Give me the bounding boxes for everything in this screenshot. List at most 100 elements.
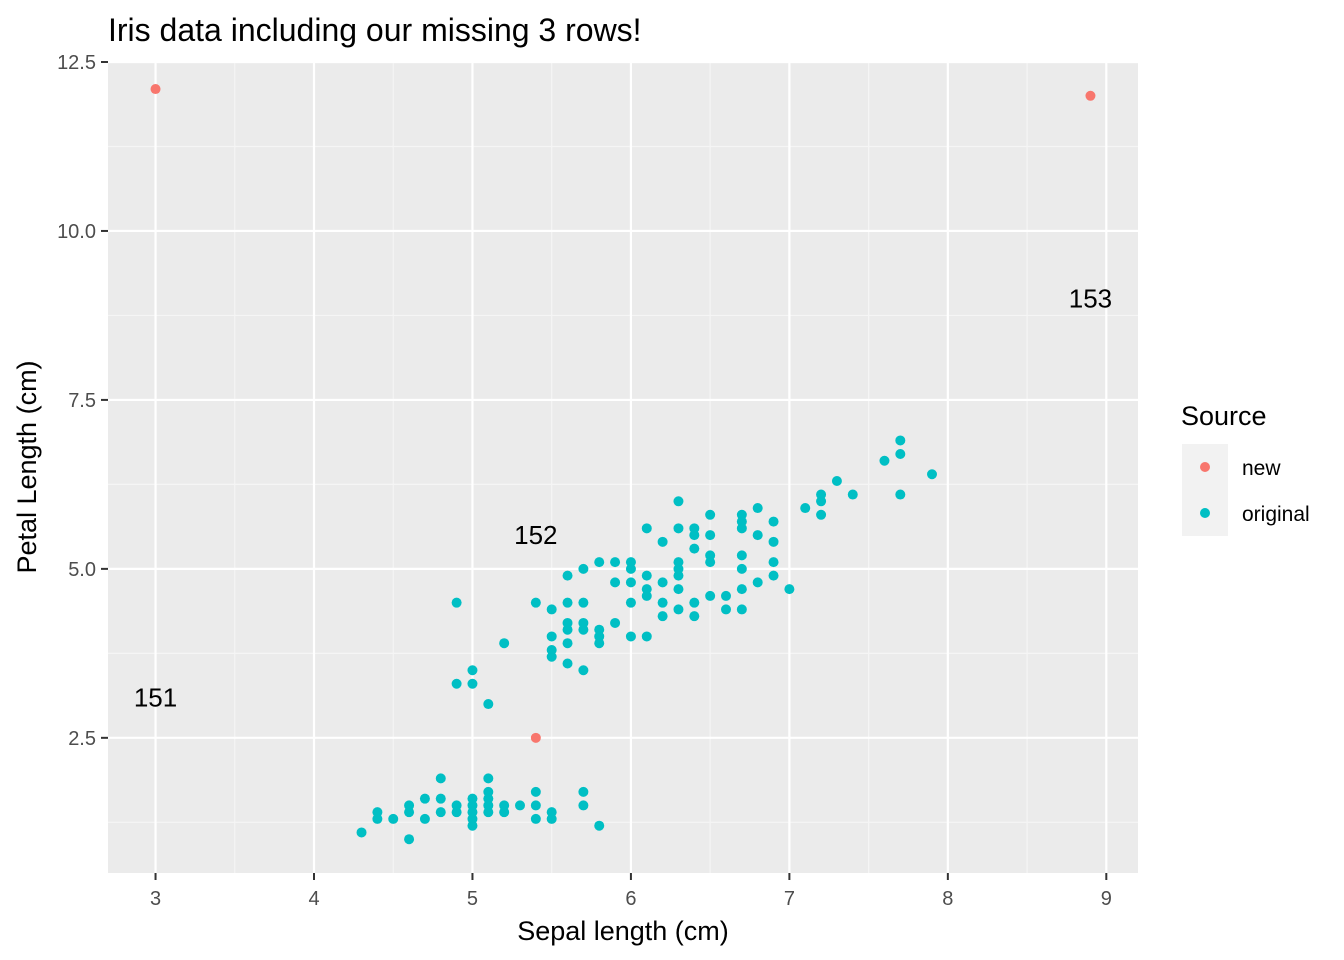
point-annotations: 151 152 153 [134, 284, 1112, 713]
data-point-original [546, 631, 557, 642]
data-point-original [578, 597, 589, 608]
data-point-original [356, 827, 367, 838]
data-point-original [768, 536, 779, 547]
data-point-original [816, 489, 827, 500]
x-tick-label: 6 [625, 888, 636, 910]
data-point-original [404, 800, 415, 811]
x-axis-title: Sepal length (cm) [517, 916, 729, 946]
data-point-original [625, 631, 636, 642]
y-axis-title: Petal Length (cm) [12, 360, 42, 573]
data-point-original [435, 807, 446, 818]
data-point-original [467, 678, 478, 689]
data-point-original [578, 563, 589, 574]
data-point-new [1085, 90, 1096, 101]
data-point-original [689, 543, 700, 554]
data-point-original [705, 509, 716, 520]
data-point-original [530, 813, 541, 824]
y-tick-label: 7.5 [68, 390, 96, 412]
data-point-original [610, 557, 621, 568]
data-point-original [388, 813, 399, 824]
data-point-original [689, 597, 700, 608]
legend-label-new: new [1242, 457, 1281, 480]
chart-title: Iris data including our missing 3 rows! [108, 12, 642, 48]
data-point-original [673, 584, 684, 595]
x-tick-label: 7 [784, 888, 795, 910]
data-point-original [467, 793, 478, 804]
data-point-original [673, 496, 684, 507]
data-point-original [562, 658, 573, 669]
y-tick-label: 12.5 [57, 52, 96, 74]
data-point-original [546, 807, 557, 818]
data-point-original [483, 773, 494, 784]
data-point-original [736, 509, 747, 520]
data-point-original [657, 597, 668, 608]
data-point-original [419, 813, 430, 824]
data-point-original [705, 590, 716, 601]
data-point-original [895, 435, 906, 446]
data-point-original [435, 773, 446, 784]
minor-gridlines [108, 62, 1138, 873]
data-point-original [705, 550, 716, 561]
data-point-original [404, 834, 415, 845]
data-point-original [578, 617, 589, 628]
y-axis-ticks: 2.5 5.0 7.5 10.0 12.5 [57, 52, 108, 750]
data-points [150, 84, 1096, 845]
data-point-original [562, 617, 573, 628]
data-point-original [816, 509, 827, 520]
x-tick-label: 9 [1101, 888, 1112, 910]
data-point-original [483, 786, 494, 797]
data-point-original [451, 597, 462, 608]
data-point-original [895, 448, 906, 459]
data-point-original [546, 604, 557, 615]
major-gridlines [108, 60, 1138, 873]
data-point-original [419, 793, 430, 804]
data-point-original [451, 678, 462, 689]
data-point-original [736, 550, 747, 561]
x-tick-label: 3 [150, 888, 161, 910]
data-point-original [768, 516, 779, 527]
data-point-original [483, 699, 494, 710]
legend-key-original [1200, 508, 1210, 518]
data-point-original [689, 523, 700, 534]
point-label: 153 [1069, 284, 1112, 314]
data-point-new [530, 732, 541, 743]
data-point-original [578, 665, 589, 676]
x-tick-label: 5 [467, 888, 478, 910]
data-point-original [499, 638, 510, 649]
data-point-original [752, 577, 763, 588]
legend: Source new original [1181, 401, 1310, 536]
data-point-original [372, 807, 383, 818]
data-point-original [879, 455, 890, 466]
data-point-original [625, 597, 636, 608]
data-point-original [594, 820, 605, 831]
data-point-original [530, 597, 541, 608]
y-tick-label: 2.5 [68, 728, 96, 750]
x-axis-ticks: 3 4 5 6 7 8 9 [150, 873, 1112, 910]
data-point-original [752, 530, 763, 541]
data-point-original [673, 604, 684, 615]
y-tick-label: 10.0 [57, 221, 96, 243]
data-point-original [610, 577, 621, 588]
data-point-original [530, 786, 541, 797]
data-point-original [895, 489, 906, 500]
data-point-original [927, 469, 937, 480]
data-point-original [736, 604, 747, 615]
data-point-original [641, 584, 652, 595]
data-point-original [610, 617, 621, 628]
data-point-original [641, 570, 652, 581]
data-point-original [467, 665, 478, 676]
data-point-original [641, 523, 652, 534]
data-point-original [562, 570, 573, 581]
data-point-original [578, 786, 589, 797]
data-point-original [831, 476, 842, 487]
data-point-original [451, 800, 462, 811]
legend-label-original: original [1242, 503, 1310, 526]
data-point-original [546, 644, 557, 655]
data-point-original [673, 523, 684, 534]
point-label: 151 [134, 682, 177, 712]
plot-panel [108, 62, 1138, 873]
x-tick-label: 8 [942, 888, 953, 910]
legend-title: Source [1181, 401, 1267, 431]
data-point-original [847, 489, 858, 500]
data-point-original [515, 800, 525, 811]
